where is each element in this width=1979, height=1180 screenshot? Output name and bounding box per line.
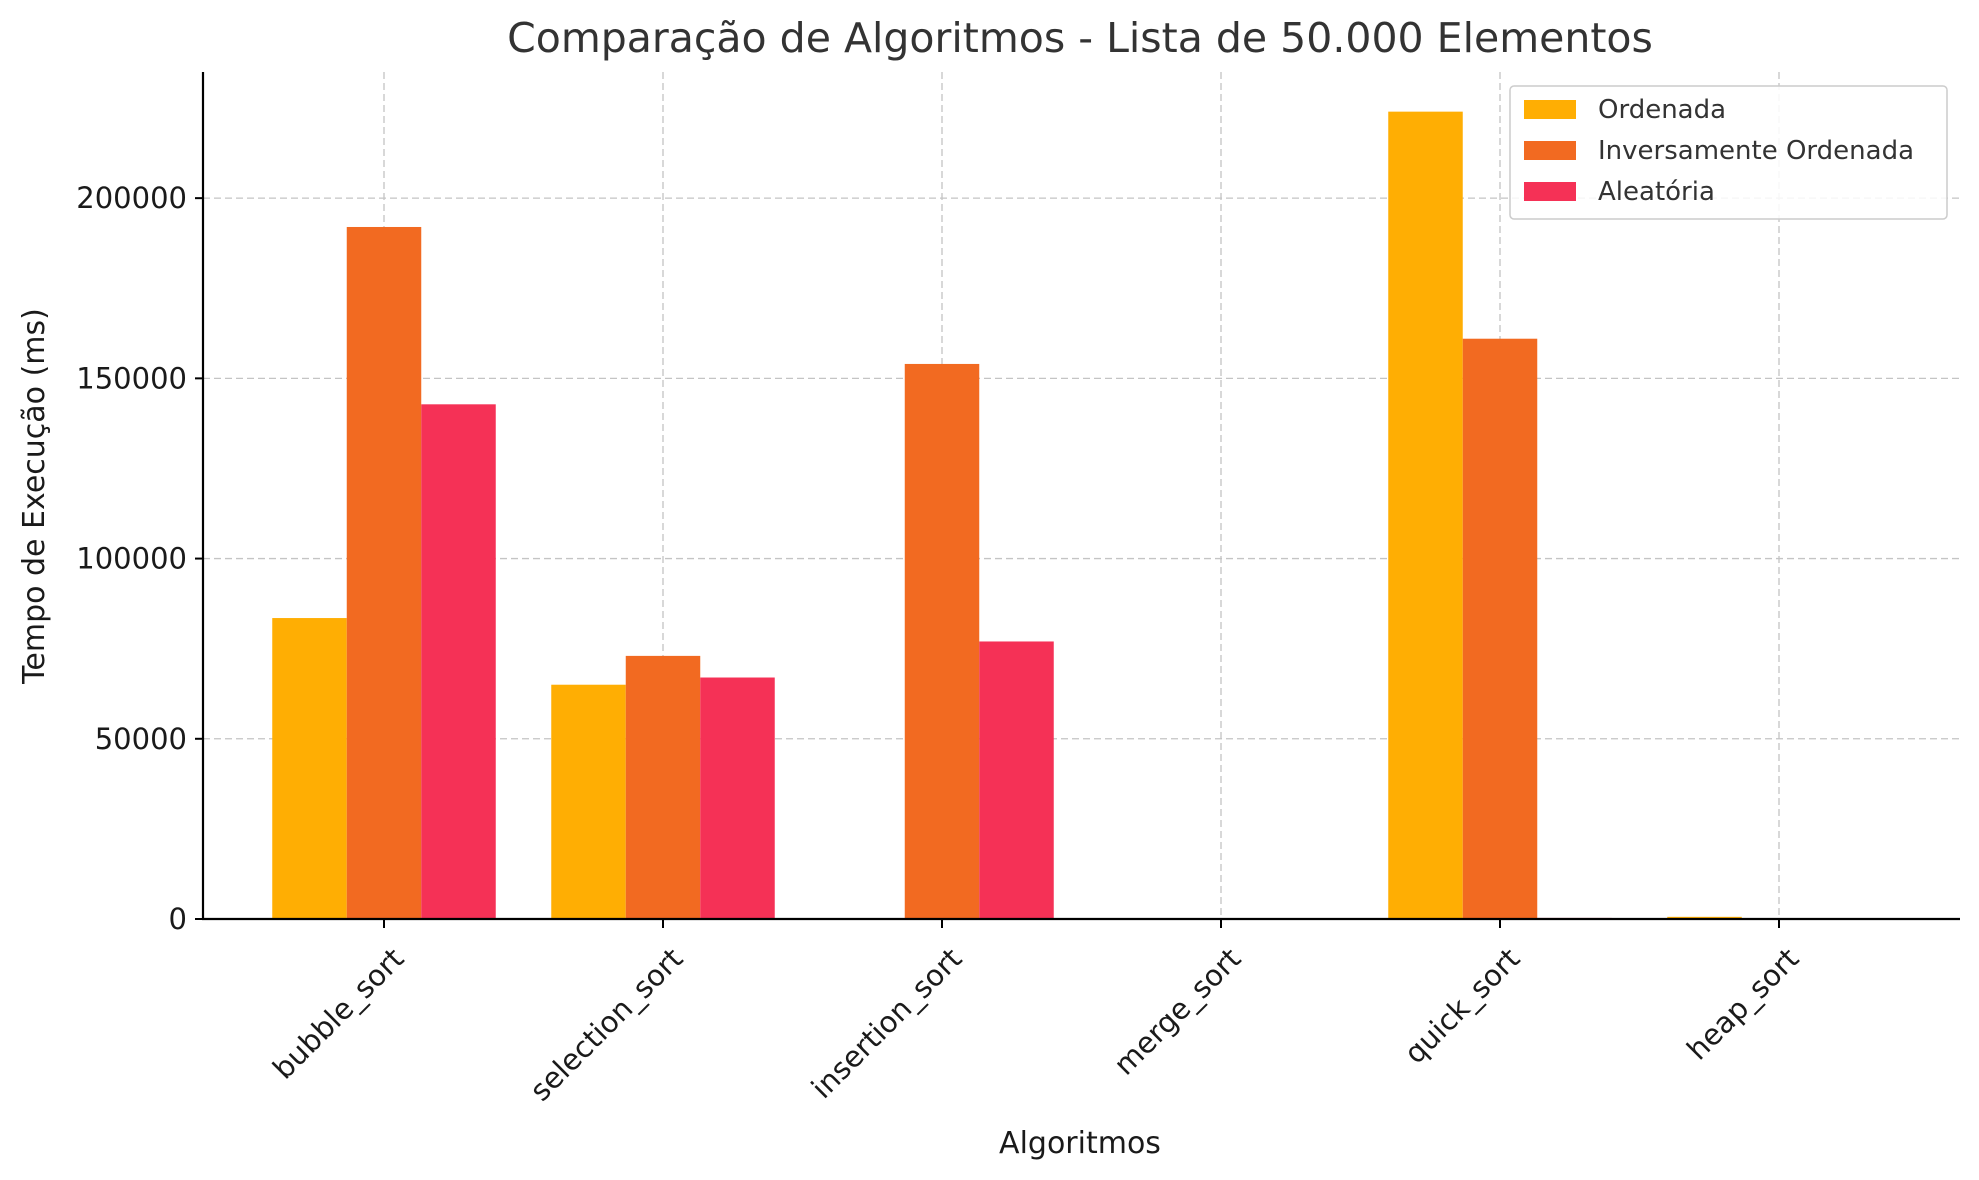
chart-title: Comparação de Algoritmos - Lista de 50.0… (507, 14, 1653, 62)
y-tick-label: 50000 (95, 722, 187, 756)
y-tick-label: 100000 (76, 542, 187, 576)
legend-label-inversamente-ordenada: Inversamente Ordenada (1598, 136, 1914, 166)
x-tick-label-selection-sort: selection_sort (523, 941, 689, 1107)
legend-frame (1509, 85, 1948, 220)
legend-item-ordenada: Ordenada (1524, 95, 1726, 125)
bar-ordenada-quick-sort (1388, 111, 1463, 920)
x-tick-label-bubble-sort: bubble_sort (266, 941, 410, 1085)
bar-inversamente-ordenada-quick-sort (1462, 338, 1538, 919)
legend: Ordenada Inversamente Ordenada Aleatória (1509, 85, 1948, 220)
legend-swatch-aleatoria (1524, 182, 1576, 201)
axes (201, 72, 1960, 921)
x-ticks: bubble_sort selection_sort insertion_sort m… (266, 919, 1805, 1108)
bar-aleatoria-insertion-sort (979, 641, 1054, 919)
legend-item-inversamente-ordenada: Inversamente Ordenada (1524, 136, 1914, 166)
y-tick-label: 150000 (76, 361, 187, 395)
x-tick-label-quick-sort: quick_sort (1398, 941, 1527, 1070)
bars (272, 111, 1891, 920)
bar-inversamente-ordenada-selection-sort (625, 655, 701, 919)
x-tick-label-merge-sort: merge_sort (1107, 941, 1247, 1081)
y-ticks: 0 50000 100000 150000 200000 (76, 181, 203, 936)
legend-label-aleatoria: Aleatória (1598, 177, 1715, 207)
legend-item-aleatoria: Aleatória (1524, 177, 1715, 207)
y-tick-label: 200000 (76, 181, 187, 215)
x-tick-label-heap-sort: heap_sort (1680, 941, 1805, 1066)
y-axis-label: Tempo de Execução (ms) (17, 308, 52, 685)
bar-aleatoria-bubble-sort (421, 404, 496, 919)
x-tick-label-insertion-sort: insertion_sort (805, 941, 969, 1105)
bar-ordenada-bubble-sort (272, 618, 347, 919)
legend-swatch-inversamente-ordenada (1524, 141, 1576, 160)
legend-label-ordenada: Ordenada (1598, 95, 1726, 125)
bar-inversamente-ordenada-bubble-sort (346, 226, 422, 919)
bar-aleatoria-selection-sort (700, 677, 775, 919)
legend-swatch-ordenada (1524, 100, 1576, 119)
bar-ordenada-selection-sort (551, 684, 626, 919)
x-axis-label: Algoritmos (999, 1126, 1161, 1161)
y-tick-label: 0 (169, 902, 187, 936)
bar-inversamente-ordenada-insertion-sort (904, 363, 980, 919)
